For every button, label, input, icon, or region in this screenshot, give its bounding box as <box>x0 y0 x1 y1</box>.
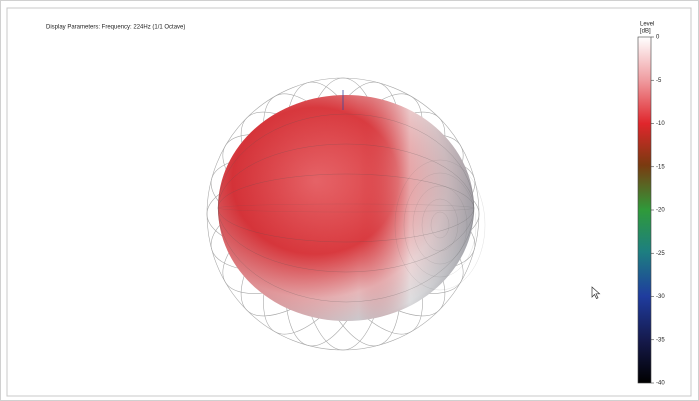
colorbar-tick-label: -25 <box>656 251 665 257</box>
mesh-line <box>217 143 475 273</box>
colorbar-tick-label: -40 <box>656 381 665 387</box>
colorbar <box>637 36 652 384</box>
mesh-ring <box>421 198 459 252</box>
colorbar-tick-label: -10 <box>656 121 665 127</box>
colorbar-tick-label: -35 <box>656 337 665 343</box>
mesh-line <box>217 203 475 213</box>
mouse-cursor <box>591 286 601 299</box>
mesh-line <box>217 113 475 303</box>
colorbar-title: Level <box>640 22 654 28</box>
mesh-line <box>217 143 475 273</box>
mesh-ring <box>394 159 486 291</box>
mesh-line <box>217 113 475 303</box>
balloon-mesh <box>217 113 486 303</box>
outline <box>206 77 480 351</box>
mesh-ring <box>403 172 477 278</box>
mesh-line <box>217 173 475 243</box>
mesh-line <box>217 173 475 243</box>
mesh-ring <box>430 211 450 239</box>
colorbar-unit: [dB] <box>640 29 651 35</box>
colorbar-tick-label: -15 <box>656 164 665 170</box>
mesh-ring <box>412 185 468 265</box>
colorbar-tick-label: -20 <box>656 208 665 214</box>
header-text: Display Parameters: Frequency: 224Hz (1/… <box>46 25 185 31</box>
colorbar-tick-label: 0 <box>656 35 660 41</box>
colorbar-tick-label: -5 <box>656 78 662 84</box>
colorbar-tick-label: -30 <box>656 294 665 300</box>
balloon-shade <box>218 95 474 321</box>
